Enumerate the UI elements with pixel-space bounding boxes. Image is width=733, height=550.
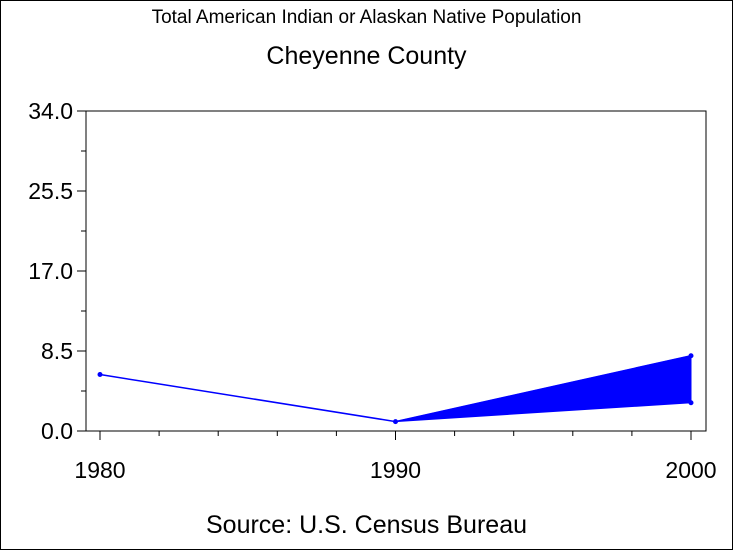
data-point xyxy=(688,353,694,359)
data-point xyxy=(393,419,398,425)
x-axis: 1980 1990 2000 xyxy=(74,431,717,483)
chart-title: Total American Indian or Alaskan Native … xyxy=(151,7,582,28)
data-point xyxy=(97,372,103,378)
y-tick-label: 8.5 xyxy=(41,338,73,364)
chart-subtitle: Cheyenne County xyxy=(266,42,467,70)
y-tick-label: 25.5 xyxy=(28,178,73,204)
y-tick-label: 0.0 xyxy=(41,418,73,444)
y-axis: 0.0 8.5 17.0 25.5 34.0 xyxy=(28,98,86,444)
source-note: Source: U.S. Census Bureau xyxy=(206,511,527,539)
x-tick-label: 1990 xyxy=(370,457,421,483)
x-tick-label: 2000 xyxy=(665,457,716,483)
series-group xyxy=(97,353,694,425)
y-tick-label: 34.0 xyxy=(28,98,73,124)
range-band-point xyxy=(688,400,694,406)
y-tick-label: 17.0 xyxy=(28,258,73,284)
x-tick-label: 1980 xyxy=(74,457,125,483)
